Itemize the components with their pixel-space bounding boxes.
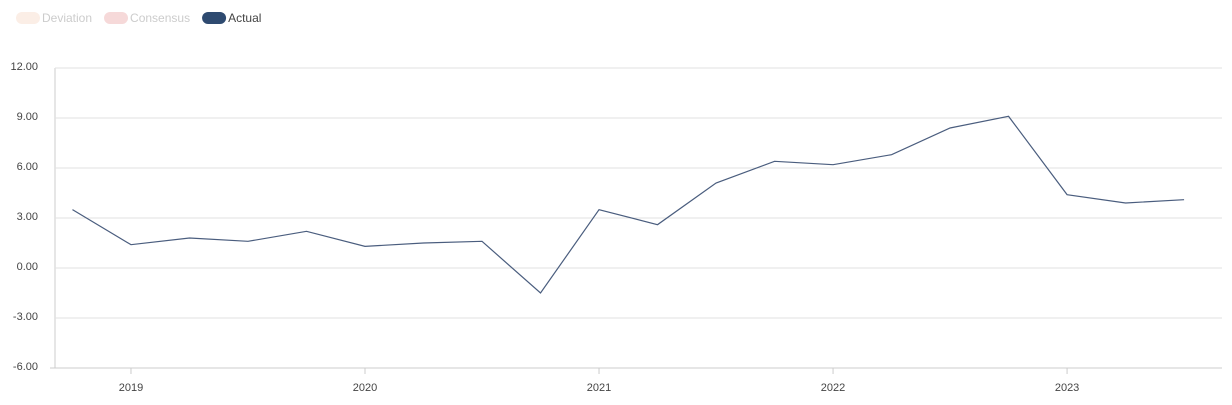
legend-label[interactable]: Deviation: [42, 11, 92, 25]
legend: Deviation Consensus Actual: [16, 11, 261, 25]
y-tick-label: -3.00: [13, 311, 38, 323]
legend-swatch[interactable]: [16, 12, 40, 24]
x-tick-label: 2020: [353, 382, 377, 394]
y-tick-label: 9.00: [17, 111, 38, 123]
y-tick-label: 0.00: [17, 261, 38, 273]
x-tick-label: 2019: [119, 382, 143, 394]
x-tick-label: 2021: [587, 382, 611, 394]
y-tick-label: 6.00: [17, 161, 38, 173]
y-tick-label: 3.00: [17, 211, 38, 223]
legend-label[interactable]: Consensus: [130, 11, 190, 25]
x-tick-label: 2022: [821, 382, 845, 394]
x-tick-label: 2023: [1055, 382, 1079, 394]
y-tick-label: -6.00: [13, 361, 38, 373]
legend-swatch[interactable]: [202, 12, 227, 24]
series-line: [72, 115, 1185, 294]
y-tick-label: 12.00: [10, 61, 38, 73]
legend-label[interactable]: Actual: [228, 11, 261, 25]
legend-swatch[interactable]: [104, 12, 129, 24]
